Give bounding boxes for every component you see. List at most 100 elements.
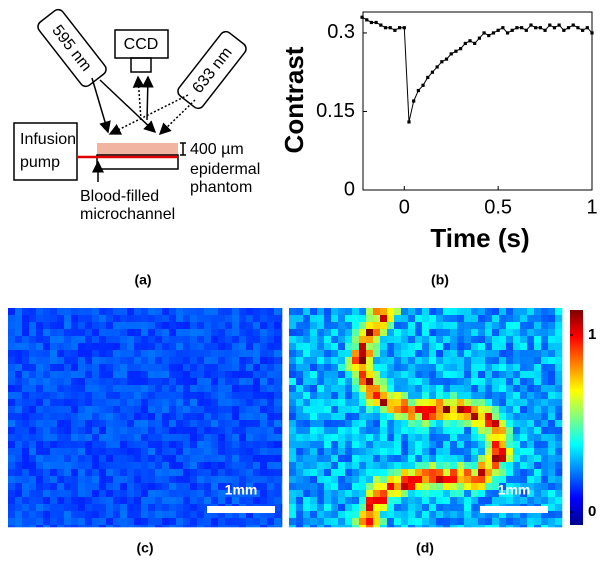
pixel — [555, 364, 563, 372]
pixel — [113, 322, 121, 330]
pixel — [296, 490, 304, 498]
pixel — [464, 441, 472, 449]
pixel — [380, 350, 388, 358]
pixel — [296, 462, 304, 470]
pixel — [366, 420, 374, 428]
pixel — [478, 441, 486, 449]
pixel — [239, 483, 247, 491]
pixel — [443, 322, 451, 330]
pixel — [92, 518, 100, 526]
pixel — [78, 483, 86, 491]
pixel — [296, 315, 304, 323]
pixel — [352, 329, 360, 337]
pixel — [317, 504, 325, 512]
pixel — [464, 315, 472, 323]
pixel — [443, 413, 451, 421]
pixel — [22, 364, 30, 372]
pixel — [162, 462, 170, 470]
pixel — [317, 399, 325, 407]
pixel — [197, 441, 205, 449]
pixel — [499, 350, 507, 358]
pixel — [120, 420, 128, 428]
pixel — [232, 525, 240, 528]
pixel — [64, 469, 72, 477]
pixel — [204, 427, 212, 435]
pixel — [401, 343, 409, 351]
pixel — [408, 525, 416, 528]
data-point — [524, 28, 528, 32]
pixel — [239, 315, 247, 323]
pixel — [29, 504, 37, 512]
pixel — [520, 399, 528, 407]
pixel — [183, 357, 191, 365]
data-point — [412, 99, 416, 103]
pixel — [401, 476, 409, 484]
pixel — [169, 371, 177, 379]
pixel — [169, 497, 177, 505]
pixel — [204, 476, 212, 484]
pixel — [303, 448, 311, 456]
pixel — [541, 371, 549, 379]
pixel — [78, 406, 86, 414]
pixel — [239, 350, 247, 358]
x-tick-label: 1 — [586, 196, 597, 218]
pixel — [281, 504, 283, 512]
pixel — [155, 343, 163, 351]
pixel — [120, 441, 128, 449]
pixel — [373, 336, 381, 344]
pixel — [436, 357, 444, 365]
pixel — [499, 434, 507, 442]
pixel — [190, 392, 198, 400]
data-point — [581, 28, 585, 32]
pixel — [260, 483, 268, 491]
pixel — [387, 490, 395, 498]
pixel — [71, 518, 79, 526]
phantom-label: epidermal — [190, 161, 260, 178]
pixel — [457, 378, 465, 386]
pixel — [506, 378, 514, 386]
pixel — [15, 476, 23, 484]
pixel — [534, 476, 542, 484]
pixel — [296, 448, 304, 456]
pixel — [457, 343, 465, 351]
pixel — [239, 434, 247, 442]
pixel — [366, 525, 374, 528]
pixel — [218, 308, 226, 316]
pixel — [43, 518, 51, 526]
pixel — [246, 448, 254, 456]
pixel — [387, 371, 395, 379]
pixel — [394, 490, 402, 498]
pixel — [527, 413, 535, 421]
pixel — [113, 364, 121, 372]
pixel — [64, 490, 72, 498]
pixel — [22, 476, 30, 484]
pixel — [352, 385, 360, 393]
pixel — [429, 462, 437, 470]
pixel — [148, 364, 156, 372]
pixel — [43, 392, 51, 400]
pixel — [359, 525, 367, 528]
pixel — [15, 350, 23, 358]
pixel — [436, 469, 444, 477]
pixel — [338, 490, 346, 498]
pixel — [267, 385, 275, 393]
pixel — [541, 455, 549, 463]
pixel — [155, 385, 163, 393]
pixel — [134, 343, 142, 351]
pixel — [281, 322, 283, 330]
pixel — [471, 357, 479, 365]
pixel — [176, 315, 184, 323]
pixel — [387, 322, 395, 330]
pixel — [317, 420, 325, 428]
pixel — [64, 434, 72, 442]
pixel — [281, 434, 283, 442]
pixel — [457, 420, 465, 428]
pixel — [274, 476, 282, 484]
pixel — [113, 427, 121, 435]
pixel — [148, 399, 156, 407]
pixel — [57, 329, 65, 337]
pixel — [22, 427, 30, 435]
data-point — [576, 26, 580, 30]
pixel — [64, 525, 72, 528]
pixel — [260, 399, 268, 407]
